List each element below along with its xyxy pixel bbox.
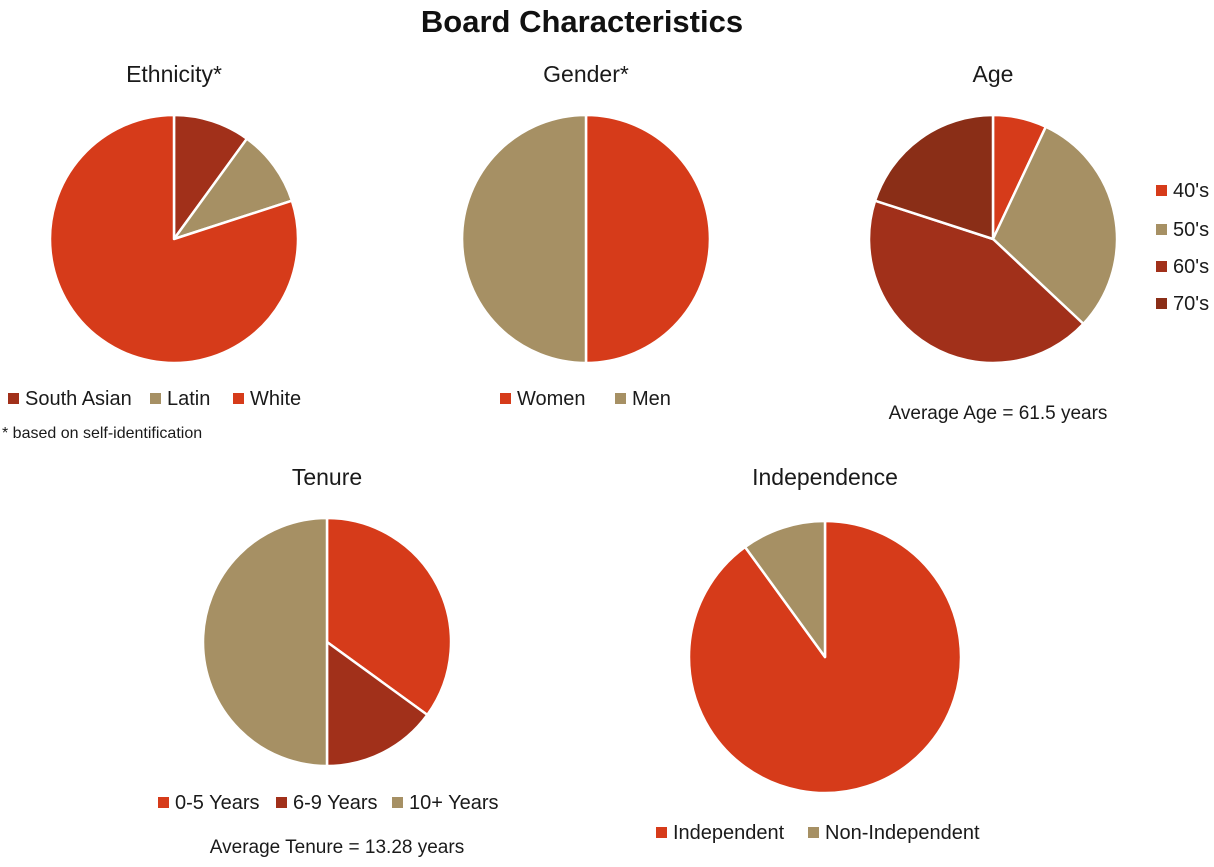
tenure-chart: Tenure 0-5 Years 6-9 Years 10+ Years Average… [158, 464, 499, 858]
tenure-legend-label-6-9-years: 6-9 Years [293, 792, 378, 814]
gender-slice-men [460, 113, 588, 365]
age-slice-60-s [867, 199, 1085, 365]
tenure-legend-swatch-10-years [392, 797, 403, 808]
tenure-slice-6-9-years [325, 640, 429, 768]
ethnicity-legend: South Asian Latin White [8, 388, 301, 410]
age-legend-label-40-s: 40's [1173, 180, 1209, 202]
age-title: Age [973, 61, 1014, 87]
ethnicity-chart: Ethnicity* South Asian Latin White * based o… [2, 61, 301, 442]
independence-legend-label-independent: Independent [673, 822, 785, 844]
ethnicity-slice-latin [172, 137, 294, 241]
ethnicity-legend-label-south-asian: South Asian [25, 388, 132, 410]
age-legend-swatch-60-s [1156, 261, 1167, 272]
age-legend-swatch-50-s [1156, 224, 1167, 235]
age-legend: 40's 50's 60's 70's [1156, 180, 1209, 315]
tenure-slice-10-years [201, 516, 329, 768]
tenure-legend-swatch-6-9-years [276, 797, 287, 808]
gender-legend-swatch-women [500, 393, 511, 404]
gender-chart: Gender* Women Men [460, 61, 712, 410]
ethnicity-legend-swatch-latin [150, 393, 161, 404]
tenure-legend-label-10-years: 10+ Years [409, 792, 499, 814]
ethnicity-legend-swatch-south-asian [8, 393, 19, 404]
independence-legend-swatch-independent [656, 827, 667, 838]
gender-legend: Women Men [500, 388, 671, 410]
independence-title: Independence [752, 464, 898, 490]
tenure-slice-0-5-years [325, 516, 453, 717]
gender-legend-swatch-men [615, 393, 626, 404]
tenure-title: Tenure [292, 464, 362, 490]
independence-legend-label-non-independent: Non-Independent [825, 822, 980, 844]
age-legend-swatch-70-s [1156, 298, 1167, 309]
ethnicity-slice-white [48, 113, 300, 365]
ethnicity-footnote: * based on self-identification [2, 425, 202, 442]
gender-slice-women [584, 113, 712, 365]
gender-legend-label-men: Men [632, 388, 671, 410]
independence-legend-swatch-non-independent [808, 827, 819, 838]
age-legend-label-60-s: 60's [1173, 256, 1209, 278]
gender-title: Gender* [543, 61, 629, 87]
tenure-note: Average Tenure = 13.28 years [210, 837, 464, 858]
tenure-legend: 0-5 Years 6-9 Years 10+ Years [158, 792, 499, 814]
age-legend-swatch-40-s [1156, 185, 1167, 196]
tenure-legend-swatch-0-5-years [158, 797, 169, 808]
ethnicity-slice-south-asian [172, 113, 249, 241]
tenure-legend-label-0-5-years: 0-5 Years [175, 792, 260, 814]
age-chart: Age 40's 50's 60's 70's Average Age = 61.5 ye… [867, 61, 1209, 424]
ethnicity-legend-label-latin: Latin [167, 388, 210, 410]
independence-slice-non-independent [743, 519, 827, 659]
age-slice-50-s [991, 125, 1119, 326]
age-legend-label-50-s: 50's [1173, 219, 1209, 241]
ethnicity-title: Ethnicity* [126, 61, 222, 87]
age-legend-label-70-s: 70's [1173, 293, 1209, 315]
page-title: Board Characteristics [421, 4, 743, 39]
independence-chart: Independence Independent Non-Independent [656, 464, 980, 844]
age-note: Average Age = 61.5 years [889, 403, 1108, 424]
ethnicity-legend-swatch-white [233, 393, 244, 404]
ethnicity-legend-label-white: White [250, 388, 301, 410]
age-slice-70-s [873, 113, 995, 241]
gender-legend-label-women: Women [517, 388, 586, 410]
independence-legend: Independent Non-Independent [656, 822, 980, 844]
